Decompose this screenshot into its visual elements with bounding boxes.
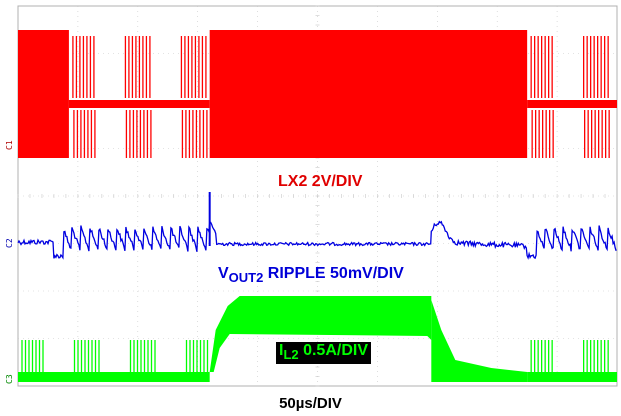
il2-trace	[18, 296, 617, 382]
il2-high-band	[209, 296, 432, 372]
vout2-ripple-line	[17, 220, 617, 260]
lx2-channel-label: LX2 2V/DIV	[278, 173, 363, 190]
lx2-baseline	[527, 100, 617, 108]
vout-label-subscript: OUT2	[228, 270, 264, 285]
channel-2-marker: C2	[5, 238, 14, 248]
il2-baseline	[527, 372, 617, 382]
time-base-label: 50µs/DIV	[279, 395, 342, 412]
il2-decay	[431, 300, 528, 382]
vout-label-prefix: V	[218, 265, 229, 282]
il2-baseline	[18, 372, 210, 382]
il-label-prefix: I	[279, 342, 284, 359]
lx2-continuous-block	[18, 30, 69, 158]
lx2-baseline	[68, 100, 210, 108]
il2-channel-label: IL2 0.5A/DIV	[276, 342, 371, 364]
il-label-subscript: L2	[283, 347, 299, 362]
vout-label-suffix: RIPPLE 50mV/DIV	[263, 265, 404, 282]
channel-3-marker: C3	[5, 374, 14, 384]
il-label-suffix: 0.5A/DIV	[298, 342, 368, 359]
scope-grid	[17, 5, 618, 387]
lx2-continuous-block	[209, 30, 528, 158]
vout2-ripple-trace	[17, 192, 617, 260]
channel-1-marker: C1	[5, 140, 14, 150]
vout2-channel-label: VOUT2 RIPPLE 50mV/DIV	[218, 265, 404, 285]
lx2-trace	[18, 30, 617, 158]
